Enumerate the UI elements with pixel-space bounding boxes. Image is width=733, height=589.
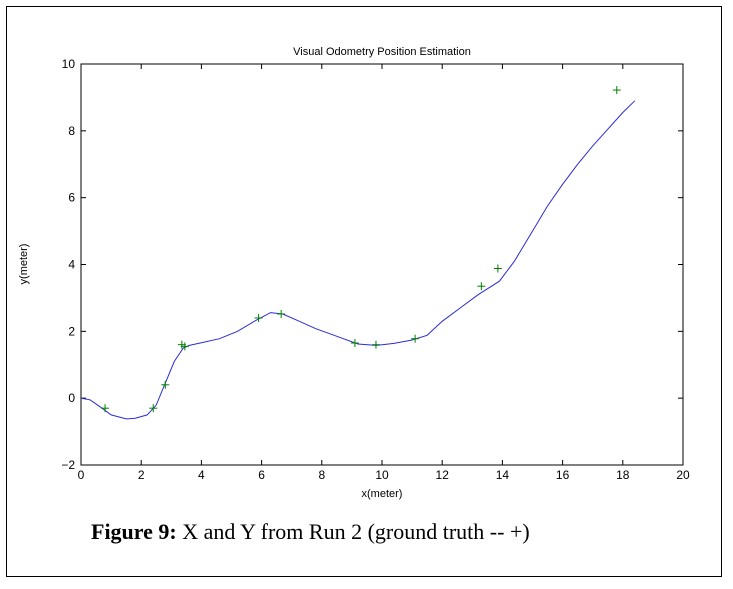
ground-truth-marker: [612, 86, 621, 95]
series-layer: [80, 86, 636, 420]
x-axis-label: x(meter): [362, 488, 403, 500]
x-tick-label: 14: [496, 468, 510, 482]
x-tick-label: 10: [375, 468, 389, 482]
ground-truth-marker: [101, 404, 110, 413]
x-tick-label: 8: [318, 468, 325, 482]
y-tick-label: 10: [62, 57, 76, 71]
figure-caption-label: Figure 9:: [91, 519, 177, 544]
y-tick-label: 6: [68, 191, 75, 205]
chart-title: Visual Odometry Position Estimation: [293, 46, 471, 58]
chart: Visual Odometry Position Estimation x(me…: [18, 46, 690, 500]
x-tick-label: 2: [138, 468, 145, 482]
ground-truth-marker: [493, 264, 502, 273]
x-tick-label: 16: [556, 468, 570, 482]
x-tick-label: 20: [676, 468, 690, 482]
ground-truth-marker: [277, 309, 286, 318]
y-axis-label: y(meter): [18, 244, 30, 285]
ground-truth-marker: [180, 342, 189, 351]
x-tick-label: 12: [436, 468, 450, 482]
figure-caption-text: X and Y from Run 2 (ground truth -- +): [176, 519, 530, 544]
x-tick-label: 0: [78, 468, 85, 482]
ground-truth-marker: [350, 339, 359, 348]
estimate-line: [80, 100, 636, 420]
x-axis: 0 2 4 6 8 10 12 14 16 18 20: [78, 64, 690, 482]
x-tick-label: 6: [258, 468, 265, 482]
y-tick-label: 2: [68, 324, 75, 338]
ground-truth-marker: [161, 380, 170, 389]
x-tick-label: 4: [198, 468, 205, 482]
y-tick-label: 0: [68, 391, 75, 405]
figure-frame: Visual Odometry Position Estimation x(me…: [6, 6, 722, 577]
ground-truth-marker: [411, 334, 420, 343]
y-tick-label: 8: [68, 124, 75, 138]
figure-caption: Figure 9: X and Y from Run 2 (ground tru…: [91, 519, 530, 545]
ground-truth-marker: [477, 282, 486, 291]
x-tick-label: 18: [616, 468, 630, 482]
ground-truth-marker: [371, 340, 380, 349]
ground-truth-marker: [254, 313, 263, 322]
y-tick-label: 4: [68, 258, 75, 272]
plot-area: [80, 63, 684, 466]
ground-truth-marker: [149, 404, 158, 413]
y-tick-label: −2: [61, 458, 75, 472]
